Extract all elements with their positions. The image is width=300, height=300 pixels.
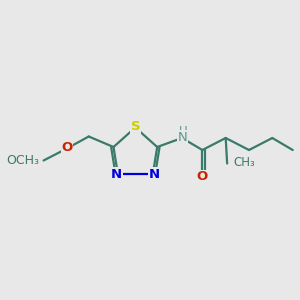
Text: CH₃: CH₃ [234, 156, 255, 169]
Text: N: N [111, 167, 122, 181]
Text: N: N [177, 131, 187, 144]
Text: OCH₃: OCH₃ [6, 154, 39, 167]
Text: O: O [196, 170, 207, 184]
Text: N: N [149, 167, 160, 181]
Text: O: O [61, 141, 73, 154]
Text: H: H [178, 125, 187, 139]
Text: S: S [130, 120, 140, 133]
